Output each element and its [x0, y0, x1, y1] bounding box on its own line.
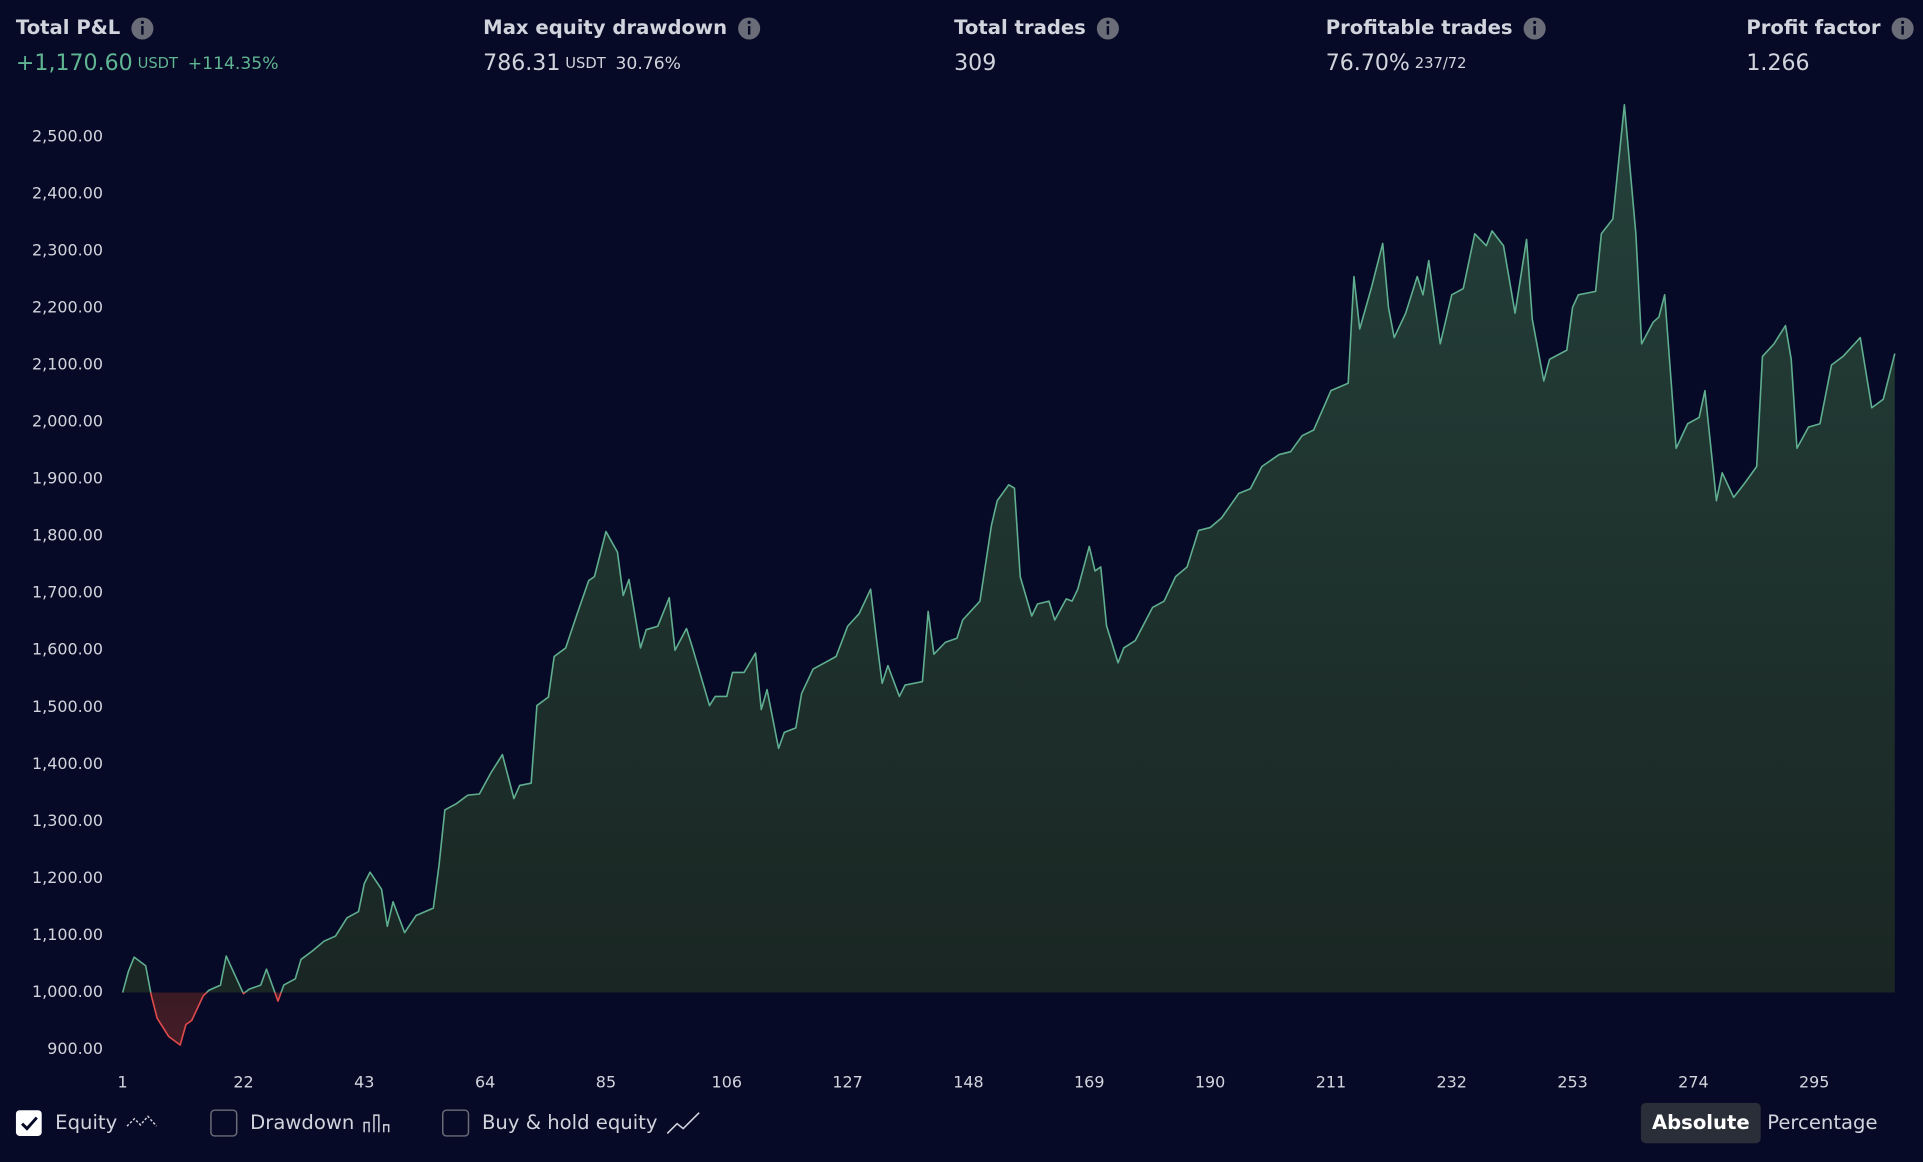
stat-extra: 237/72 — [1415, 55, 1467, 72]
x-tick-label: 43 — [354, 1073, 374, 1092]
y-tick-label: 2,400.00 — [32, 183, 103, 202]
stat-value: +1,170.60 USDT +114.35% — [16, 51, 279, 76]
stat-number: +1,170.60 — [16, 51, 133, 76]
x-tick-label: 211 — [1316, 1073, 1346, 1092]
y-tick-label: 2,000.00 — [32, 412, 103, 431]
buyhold-icon — [666, 1112, 700, 1135]
stats-header: Total P&L +1,170.60 USDT +114.35% Max equity… — [16, 16, 1914, 76]
stat-value: 786.31 USDT 30.76% — [483, 51, 681, 76]
x-tick-label: 22 — [233, 1073, 253, 1092]
y-tick-label: 2,500.00 — [32, 126, 103, 145]
y-tick-label: 1,700.00 — [32, 583, 103, 602]
x-tick-label: 1 — [118, 1073, 128, 1092]
info-mark — [1106, 26, 1110, 35]
info-icon[interactable] — [1096, 17, 1119, 40]
x-tick-label: 253 — [1557, 1073, 1587, 1092]
toggle[interactable]: Equity — [15, 1110, 158, 1136]
y-tick-label: 2,300.00 — [32, 240, 103, 259]
info-dot — [140, 20, 144, 24]
y-tick-label: 1,400.00 — [32, 754, 103, 773]
stat-extra: 30.76% — [616, 54, 681, 74]
y-tick-label: 1,100.00 — [32, 925, 103, 944]
x-tick-label: 85 — [596, 1073, 616, 1092]
x-tick-label: 64 — [475, 1073, 495, 1092]
x-tick-label: 232 — [1437, 1073, 1467, 1092]
stat-label: Total P&L — [16, 16, 120, 39]
checkbox — [15, 1110, 42, 1136]
stat-number: 1.266 — [1746, 51, 1809, 76]
info-mark — [141, 26, 144, 35]
y-tick-label: 1,900.00 — [32, 469, 103, 488]
toggle-label: Buy & hold equity — [482, 1111, 658, 1134]
info-dot — [1106, 20, 1110, 24]
info-icon[interactable] — [1523, 17, 1546, 40]
y-tick-label: 2,200.00 — [32, 297, 103, 316]
info-icon[interactable] — [1891, 17, 1914, 40]
mode-button[interactable]: Absolute — [1640, 1102, 1761, 1144]
stat-label: Total trades — [954, 16, 1086, 39]
mode-label: Percentage — [1767, 1111, 1877, 1134]
info-mark — [1901, 26, 1904, 35]
x-tick-label: 106 — [712, 1073, 742, 1092]
checkmark — [21, 1116, 38, 1131]
info-dot — [1901, 20, 1905, 24]
stat-value: 76.70% 237/72 — [1326, 51, 1467, 76]
stat-label: Max equity drawdown — [483, 16, 727, 39]
mode-background — [1640, 1102, 1761, 1144]
y-tick-label: 900.00 — [47, 1039, 103, 1058]
x-tick-label: 169 — [1074, 1073, 1104, 1092]
info-mark — [747, 26, 751, 35]
x-tick-label: 274 — [1678, 1073, 1708, 1092]
info-mark — [1533, 26, 1536, 35]
toggle-label: Equity — [55, 1111, 117, 1134]
x-tick-label: 190 — [1195, 1073, 1225, 1092]
stat-number: 786.31 — [483, 51, 560, 76]
info-icon[interactable] — [131, 17, 154, 40]
stat-unit: USDT — [138, 55, 179, 72]
y-tick-label: 2,100.00 — [32, 354, 103, 373]
equity-icon — [126, 1115, 158, 1127]
mode-button[interactable]: Percentage — [1756, 1103, 1888, 1143]
x-tick-label: 295 — [1799, 1073, 1829, 1092]
y-tick-label: 1,000.00 — [32, 982, 103, 1001]
drawdown-icon — [363, 1114, 390, 1133]
checkbox — [210, 1109, 238, 1137]
mode-label: Absolute — [1652, 1111, 1750, 1134]
stat-value: 1.266 — [1746, 51, 1809, 76]
checkbox — [441, 1109, 470, 1137]
x-tick-label: 148 — [953, 1073, 983, 1092]
chart-controls: Equity Drawdown Buy & hold equity Absolute P… — [15, 1102, 1888, 1144]
equity-line — [121, 104, 1896, 1046]
stat-number: 309 — [954, 51, 996, 76]
stat-value: 309 — [954, 51, 996, 76]
info-dot — [747, 20, 751, 24]
y-tick-label: 1,300.00 — [32, 811, 103, 830]
y-tick-label: 1,200.00 — [32, 868, 103, 887]
stat-label: Profitable trades — [1326, 16, 1513, 39]
toggle[interactable]: Buy & hold equity — [441, 1109, 700, 1137]
y-tick-label: 1,600.00 — [32, 640, 103, 659]
stat-extra: +114.35% — [188, 54, 279, 74]
stat-number: 76.70% — [1326, 51, 1410, 76]
info-dot — [1533, 20, 1537, 24]
equity-chart: 900.00 1,000.00 1,100.00 1,200.00 1,300.00 1,… — [32, 104, 1896, 1092]
y-tick-label: 1,500.00 — [32, 697, 103, 716]
x-tick-label: 127 — [832, 1073, 862, 1092]
equity-area — [122, 104, 1895, 1046]
stat-unit: USDT — [565, 55, 606, 72]
info-icon[interactable] — [738, 17, 761, 40]
toggle-label: Drawdown — [250, 1111, 354, 1134]
stat-label: Profit factor — [1746, 16, 1880, 39]
y-tick-label: 1,800.00 — [32, 526, 103, 545]
toggle[interactable]: Drawdown — [210, 1109, 390, 1137]
